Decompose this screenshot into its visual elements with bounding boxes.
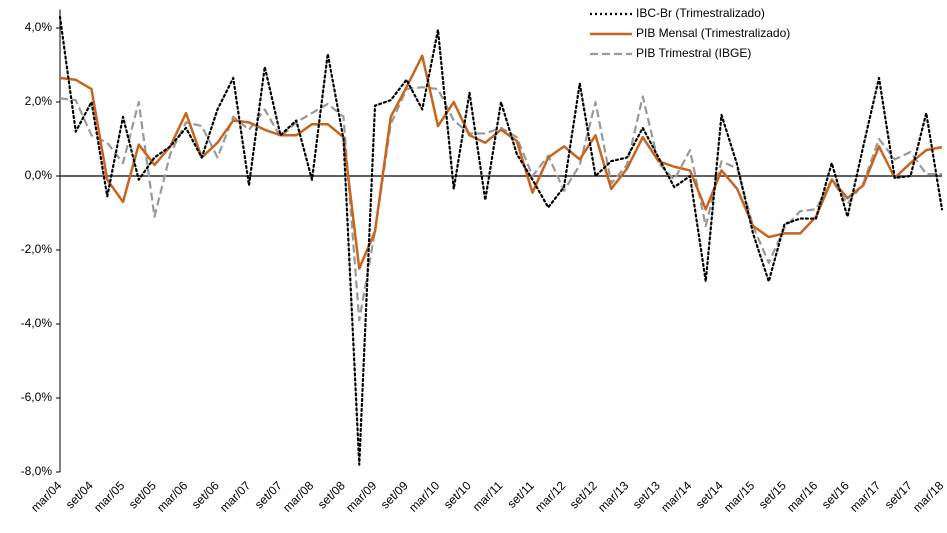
x-tick-label: mar/05 xyxy=(91,478,128,515)
x-tick-label: set/14 xyxy=(693,478,726,511)
x-tick-label: mar/16 xyxy=(784,478,821,515)
series-line xyxy=(58,15,944,466)
x-tick-label: set/15 xyxy=(756,478,789,511)
y-tick-label: 4,0% xyxy=(25,20,53,34)
x-tick-label: mar/11 xyxy=(470,478,506,514)
x-tick-label: set/04 xyxy=(63,478,96,511)
x-tick-label: set/06 xyxy=(189,478,222,511)
legend-label: IBC-Br (Trimestralizado) xyxy=(636,6,765,20)
x-tick-label: set/09 xyxy=(378,478,411,511)
x-tick-label: set/07 xyxy=(252,478,285,511)
x-tick-label: mar/14 xyxy=(658,478,695,515)
x-tick-label: mar/08 xyxy=(280,478,317,515)
x-tick-label: mar/15 xyxy=(721,478,758,515)
x-tick-label: set/13 xyxy=(630,478,663,511)
x-tick-label: set/08 xyxy=(315,478,348,511)
x-tick-label: mar/18 xyxy=(910,478,947,515)
y-tick-label: -8,0% xyxy=(21,464,53,478)
x-tick-label: set/17 xyxy=(882,478,915,511)
y-tick-label: -6,0% xyxy=(21,390,53,404)
x-tick-label: mar/07 xyxy=(217,478,254,515)
x-tick-label: mar/12 xyxy=(532,478,569,515)
x-tick-label: mar/09 xyxy=(343,478,380,515)
legend-label: PIB Trimestral (IBGE) xyxy=(636,46,751,60)
y-tick-label: -4,0% xyxy=(21,316,53,330)
y-tick-label: -2,0% xyxy=(21,242,53,256)
legend-label: PIB Mensal (Trimestralizado) xyxy=(636,26,790,40)
x-tick-label: mar/06 xyxy=(154,478,191,515)
x-tick-label: set/05 xyxy=(126,478,159,511)
x-tick-label: mar/13 xyxy=(595,478,632,515)
x-tick-label: set/16 xyxy=(819,478,852,511)
y-tick-label: 0,0% xyxy=(25,168,53,182)
x-tick-label: set/10 xyxy=(441,478,474,511)
series-line xyxy=(59,54,943,270)
x-tick-label: mar/17 xyxy=(847,478,884,515)
x-tick-label: mar/04 xyxy=(28,478,65,515)
series-line xyxy=(59,86,942,322)
x-tick-label: mar/10 xyxy=(406,478,443,515)
y-tick-label: 2,0% xyxy=(25,94,53,108)
x-tick-label: set/12 xyxy=(567,478,600,511)
